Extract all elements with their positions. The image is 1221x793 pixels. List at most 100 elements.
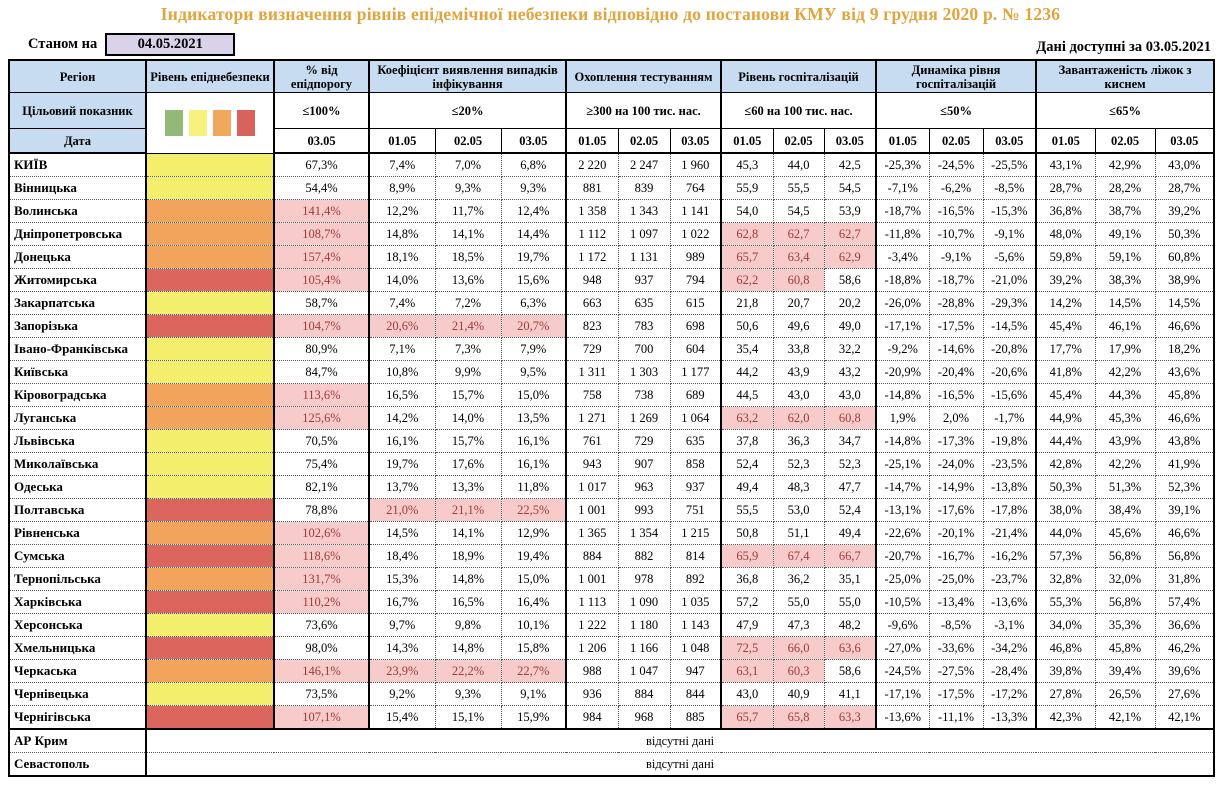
hospitalization-level-value: 37,8	[721, 429, 774, 453]
hospitalization-level-value: 47,7	[824, 475, 878, 499]
testing-coverage-value: 989	[670, 245, 723, 269]
date-header: 02.05	[617, 128, 671, 154]
testing-coverage-value: 764	[670, 176, 723, 200]
detection-rate-value: 7,4%	[369, 291, 436, 315]
date-header: 02.05	[928, 128, 984, 154]
detection-rate-value: 12,9%	[501, 521, 568, 545]
testing-coverage-value: 1 177	[670, 360, 723, 384]
oxygen-beds-value: 55,3%	[1036, 590, 1096, 614]
detection-rate-value: 14,4%	[501, 222, 568, 246]
date-header: 01.05	[720, 128, 774, 154]
testing-coverage-value: 936	[566, 682, 619, 706]
oxygen-beds-value: 17,9%	[1095, 337, 1156, 361]
hospitalization-dynamics-value: -18,7%	[929, 268, 984, 292]
hospitalization-dynamics-value: -21,4%	[983, 521, 1038, 545]
oxygen-beds-value: 39,8%	[1036, 659, 1096, 683]
hospitalization-dynamics-value: -14,6%	[929, 337, 984, 361]
hospitalization-dynamics-value: -18,7%	[876, 199, 930, 223]
table-row: Донецька 157,4% 18,1% 18,5% 19,7% 1 172 1 131 9…	[9, 245, 1216, 269]
testing-coverage-value: 1 022	[670, 222, 723, 246]
risk-level-cell	[146, 521, 275, 545]
epid-threshold-value: 80,9%	[274, 337, 370, 361]
testing-coverage-value: 1 269	[618, 406, 671, 430]
hospitalization-dynamics-value: -26,0%	[876, 291, 930, 315]
table-row: Житомирська 105,4% 14,0% 13,6% 15,6% 948 937 79…	[9, 268, 1216, 292]
hospitalization-dynamics-value: -16,5%	[929, 383, 984, 407]
hospitalization-dynamics-value: -14,9%	[929, 475, 984, 499]
detection-rate-value: 16,1%	[501, 452, 568, 476]
hospitalization-dynamics-value: -18,8%	[876, 268, 930, 292]
hospitalization-level-value: 65,8	[773, 705, 825, 730]
oxygen-beds-value: 45,6%	[1095, 521, 1156, 545]
testing-coverage-value: 1 365	[566, 521, 619, 545]
epid-threshold-value: 131,7%	[274, 567, 370, 591]
epid-threshold-value: 108,7%	[274, 222, 370, 246]
testing-coverage-value: 1 343	[618, 199, 671, 223]
oxygen-beds-value: 36,6%	[1155, 613, 1216, 637]
detection-rate-value: 16,4%	[501, 590, 568, 614]
oxygen-beds-value: 42,2%	[1095, 452, 1156, 476]
oxygen-beds-value: 42,3%	[1036, 705, 1096, 730]
epid-threshold-value: 73,6%	[274, 613, 370, 637]
hospitalization-dynamics-value: -8,5%	[929, 613, 984, 637]
testing-coverage-value: 635	[670, 429, 723, 453]
risk-level-cell	[146, 682, 275, 706]
hospitalization-dynamics-value: -21,0%	[983, 268, 1038, 292]
hospitalization-level-value: 57,2	[721, 590, 774, 614]
table-row: Харківська 110,2% 16,7% 16,5% 16,4% 1 113 1 09…	[9, 590, 1216, 614]
hospitalization-dynamics-value: -13,3%	[983, 705, 1038, 730]
testing-coverage-value: 885	[670, 705, 723, 730]
hospitalization-level-value: 35,4	[721, 337, 774, 361]
oxygen-beds-value: 44,9%	[1036, 406, 1096, 430]
detection-rate-value: 15,8%	[501, 636, 568, 660]
risk-level-cell	[146, 153, 275, 177]
hospitalization-level-value: 67,4	[773, 544, 825, 568]
hospitalization-level-value: 72,5	[721, 636, 774, 660]
hospitalization-level-value: 51,1	[773, 521, 825, 545]
oxygen-beds-value: 38,0%	[1036, 498, 1096, 522]
detection-rate-value: 16,5%	[369, 383, 436, 407]
epid-threshold-value: 67,3%	[274, 153, 370, 177]
hospitalization-level-value: 50,6	[721, 314, 774, 338]
testing-coverage-value: 943	[566, 452, 619, 476]
oxygen-beds-value: 27,8%	[1036, 682, 1096, 706]
hospitalization-dynamics-value: -3,4%	[876, 245, 930, 269]
column-header-epid-threshold: % від епідпорогу	[273, 59, 370, 93]
region-name: Івано-Франківська	[9, 337, 147, 361]
hospitalization-dynamics-value: -20,8%	[983, 337, 1038, 361]
date-header: 03.05	[982, 128, 1038, 154]
detection-rate-value: 10,1%	[501, 613, 568, 637]
region-name: Черкаська	[9, 659, 147, 683]
date-header: 03.05	[500, 128, 568, 154]
hospitalization-dynamics-value: -28,8%	[929, 291, 984, 315]
date-header: 03.05	[273, 128, 370, 154]
hospitalization-level-value: 66,0	[773, 636, 825, 660]
risk-level-cell	[146, 659, 275, 683]
oxygen-beds-value: 42,2%	[1095, 360, 1156, 384]
epid-threshold-value: 113,6%	[274, 383, 370, 407]
hospitalization-level-value: 53,0	[773, 498, 825, 522]
hospitalization-level-value: 65,9	[721, 544, 774, 568]
testing-coverage-value: 1 172	[566, 245, 619, 269]
hospitalization-level-value: 62,2	[721, 268, 774, 292]
oxygen-beds-value: 39,6%	[1155, 659, 1216, 683]
testing-coverage-value: 2 220	[566, 153, 619, 177]
hospitalization-dynamics-value: -25,5%	[983, 153, 1038, 177]
detection-rate-value: 23,9%	[369, 659, 436, 683]
legend-swatch-red	[237, 109, 255, 136]
detection-rate-value: 15,4%	[369, 705, 436, 730]
hospitalization-dynamics-value: -25,1%	[876, 452, 930, 476]
oxygen-beds-value: 52,3%	[1155, 475, 1216, 499]
detection-rate-value: 18,4%	[369, 544, 436, 568]
testing-coverage-value: 948	[566, 268, 619, 292]
hospitalization-level-value: 55,0	[824, 590, 878, 614]
epid-threshold-value: 54,4%	[274, 176, 370, 200]
target-row-label: Цільовий показник	[8, 92, 147, 129]
risk-level-cell	[146, 176, 275, 200]
detection-rate-value: 9,1%	[501, 682, 568, 706]
oxygen-beds-value: 46,6%	[1155, 314, 1216, 338]
detection-rate-value: 13,7%	[369, 475, 436, 499]
oxygen-beds-value: 41,8%	[1036, 360, 1096, 384]
region-name: Севастополь	[9, 752, 147, 777]
table-row: КИЇВ 67,3% 7,4% 7,0% 6,8% 2 220 2 247 1 960 45,3…	[9, 153, 1216, 177]
